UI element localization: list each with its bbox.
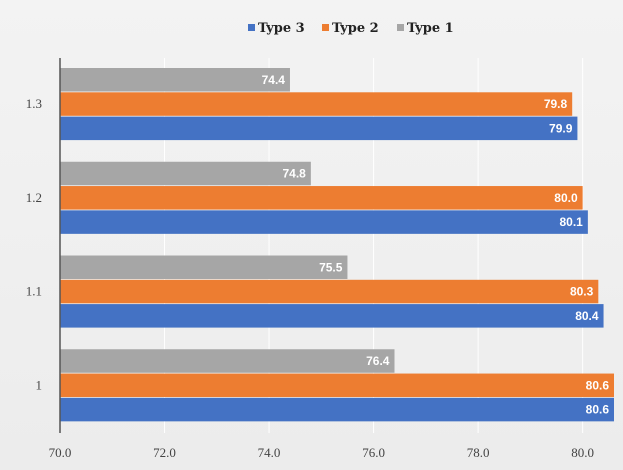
data-label: 80.6	[586, 403, 610, 417]
bar-type-3	[60, 210, 588, 234]
bar-type-1	[60, 161, 311, 186]
data-label: 80.0	[554, 191, 578, 205]
bar-layer	[60, 68, 614, 422]
data-label: 76.4	[366, 354, 390, 368]
x-tick-label: 78.0	[467, 445, 490, 460]
bar-type-2	[60, 92, 573, 116]
x-tick-label: 74.0	[258, 445, 281, 460]
legend-swatch	[248, 24, 255, 31]
bar-type-2	[60, 279, 599, 304]
data-label: 80.6	[586, 378, 610, 392]
legend-label: Type 2	[332, 21, 379, 36]
legend-swatch	[397, 24, 404, 31]
data-label: 80.3	[570, 285, 594, 299]
data-label: 74.4	[262, 73, 286, 87]
y-tick-label: 1.3	[26, 96, 42, 111]
bar-type-3	[60, 397, 614, 422]
x-tick-label: 70.0	[49, 445, 72, 460]
data-label: 79.9	[549, 121, 573, 135]
y-tick-label: 1.2	[26, 190, 42, 205]
bar-type-2	[60, 373, 614, 398]
data-label: 80.1	[560, 215, 584, 229]
bar-type-2	[60, 186, 583, 210]
legend: Type 3 Type 2 Type 1	[248, 21, 454, 36]
data-label: 75.5	[319, 260, 343, 274]
x-tick-label: 76.0	[362, 445, 385, 460]
label-layer: 74.4 79.8 79.9 74.8 80.0 80.1 75.5 80.3 80.4 76.4…	[262, 73, 610, 417]
axis-layer: 70.0 72.0 74.0 76.0 78.0 80.0 1.3 1.2 1.1 1	[26, 58, 594, 460]
y-tick-label: 1	[36, 377, 43, 392]
data-label: 80.4	[575, 309, 599, 323]
bar-type-3	[60, 116, 578, 141]
x-tick-label: 80.0	[571, 445, 594, 460]
bar-type-3	[60, 304, 604, 328]
data-label: 74.8	[283, 167, 307, 181]
y-tick-label: 1.1	[26, 284, 42, 299]
data-label: 79.8	[544, 97, 568, 111]
legend-label: Type 1	[407, 21, 454, 36]
bar-type-1	[60, 255, 348, 279]
x-tick-label: 72.0	[153, 445, 176, 460]
bar-type-1	[60, 68, 290, 92]
legend-swatch	[322, 24, 329, 31]
bar-type-1	[60, 349, 395, 373]
legend-label: Type 3	[258, 21, 305, 36]
